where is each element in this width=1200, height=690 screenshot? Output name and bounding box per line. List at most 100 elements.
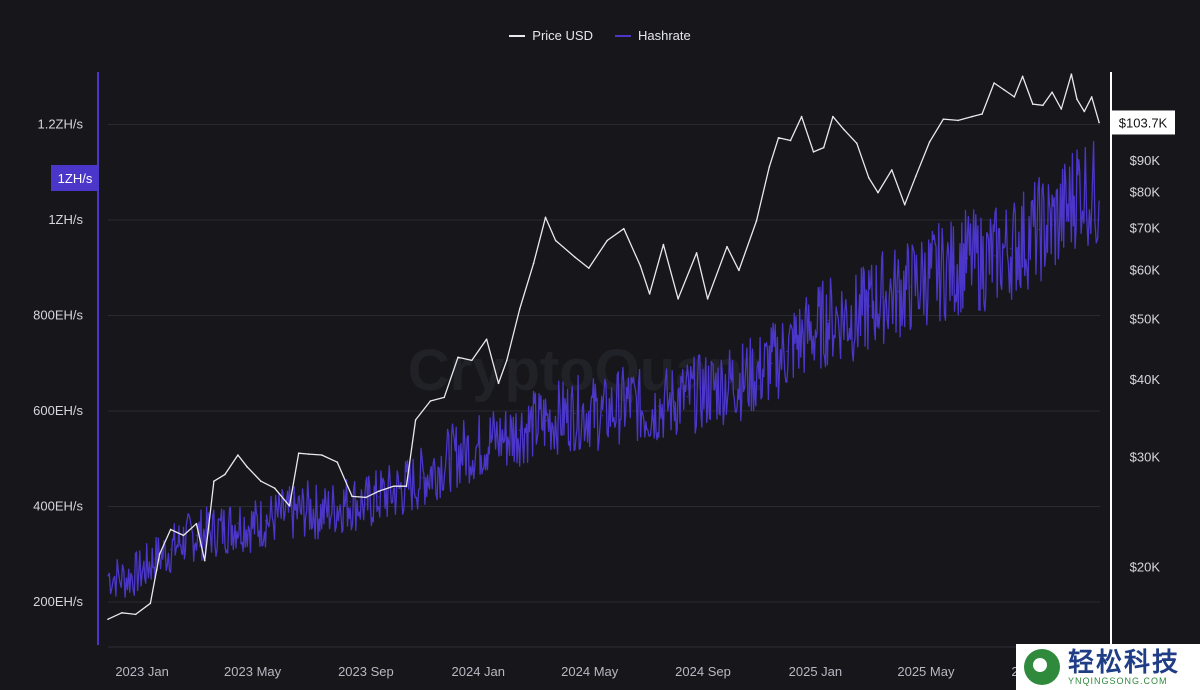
price-point (518, 308, 521, 310)
price-point (149, 602, 152, 605)
price-point (1098, 121, 1100, 124)
legend-label-hashrate: Hashrate (637, 28, 691, 43)
hashrate-tick-label: 200EH/s (33, 594, 83, 609)
hashrate-point (799, 338, 801, 340)
grid-lines (108, 124, 1100, 603)
price-point (1021, 75, 1024, 78)
legend-item-hashrate[interactable]: Hashrate (614, 28, 691, 43)
price-point (606, 239, 609, 242)
price-point (260, 480, 262, 482)
price-point (856, 142, 858, 145)
price-point (623, 227, 625, 230)
price-tick-label: $20K (1130, 559, 1161, 574)
hashrate-point (574, 412, 576, 415)
price-point (169, 528, 172, 531)
price-point (1042, 104, 1044, 107)
hashrate-point (392, 491, 395, 493)
price-point (414, 419, 417, 421)
price-axis: $20K $30K $40K $50K $60K $70K $80K $90K (1110, 72, 1161, 645)
price-point (993, 82, 995, 84)
hashrate-point (589, 410, 591, 412)
price-point (457, 356, 459, 359)
price-point (1083, 110, 1086, 113)
price-point (1031, 103, 1034, 105)
price-point (203, 559, 206, 562)
price-point (554, 239, 557, 242)
price-tick-label: $40K (1130, 372, 1161, 387)
price-point (648, 293, 651, 295)
price-current-marker (1111, 110, 1175, 135)
price-point (832, 115, 834, 118)
hashrate-point (994, 255, 996, 257)
hashrate-tick-label: 800EH/s (33, 308, 83, 323)
hashrate-point (925, 276, 927, 278)
hashrate-point (506, 436, 508, 438)
legend-item-price[interactable]: Price USD (509, 28, 593, 43)
price-point (443, 396, 445, 399)
price-point (1090, 96, 1093, 98)
hashrate-tick-label: 400EH/s (33, 499, 83, 514)
hashrate-point (938, 271, 940, 274)
legend: Price USD Hashrate (0, 28, 1200, 43)
price-point (429, 400, 432, 402)
logo-en-text: YNQINGSONG.COM (1068, 676, 1168, 686)
hashrate-point (224, 527, 226, 529)
price-current-label: $103.7K (1119, 115, 1168, 130)
price-point (695, 252, 698, 254)
price-point (957, 119, 959, 122)
hashrate-point (264, 520, 267, 522)
price-point (497, 382, 500, 385)
hashrate-point (421, 477, 423, 479)
hashrate-point (336, 505, 338, 508)
price-point (158, 553, 161, 555)
price-point (320, 454, 323, 456)
hashrate-swatch (614, 34, 631, 37)
price-point (1060, 108, 1063, 110)
hashrate-point (814, 329, 816, 331)
price-point (914, 175, 917, 178)
hashrate-point (293, 513, 295, 515)
price-point (738, 269, 740, 272)
price-point (755, 220, 758, 222)
price-line (107, 73, 1100, 620)
hashrate-axis: 200EH/s 400EH/s 600EH/s 800EH/s 1ZH/s 1.2ZH/s (33, 72, 99, 645)
price-tick-label: $30K (1130, 450, 1161, 465)
price-tick-label: $50K (1130, 312, 1161, 327)
price-point (182, 534, 185, 537)
price-point (1013, 96, 1016, 98)
price-point (706, 298, 709, 300)
price-series (107, 73, 1100, 621)
hashrate-point (686, 396, 688, 398)
price-tick-label: $90K (1130, 153, 1161, 168)
price-tick-label: $80K (1130, 185, 1161, 200)
time-tick-label: 2023 May (224, 664, 282, 679)
hashrate-point (532, 424, 535, 426)
time-tick-label: 2024 Jan (452, 664, 506, 679)
hashrate-point (1079, 181, 1081, 183)
price-point (677, 298, 679, 300)
price-point (307, 453, 310, 455)
price-point (789, 139, 792, 142)
hashrate-tick-label: 1.2ZH/s (37, 117, 83, 132)
time-tick-label: 2023 Jan (115, 664, 169, 679)
hashrate-point (1022, 238, 1025, 240)
price-point (1070, 73, 1073, 75)
time-tick-label: 2024 May (561, 664, 619, 679)
price-point (903, 203, 906, 206)
hashrate-point (545, 419, 548, 422)
hashrate-tick-label: 1ZH/s (48, 212, 83, 227)
price-point (224, 473, 226, 476)
price-point (544, 216, 547, 219)
hashrate-point (658, 405, 660, 407)
time-axis: 2023 Jan 2023 May 2023 Sep 2024 Jan 2024 May… (108, 646, 1100, 679)
logo-cn-text: 轻松科技 (1068, 647, 1181, 677)
hashrate-point (141, 570, 143, 572)
hashrate-point (843, 314, 845, 317)
hashrate-point (125, 577, 128, 579)
legend-label-price: Price USD (532, 28, 593, 43)
hashrate-point (630, 400, 632, 403)
price-point (237, 454, 239, 456)
hashrate-point (645, 410, 647, 412)
price-point (877, 191, 879, 194)
